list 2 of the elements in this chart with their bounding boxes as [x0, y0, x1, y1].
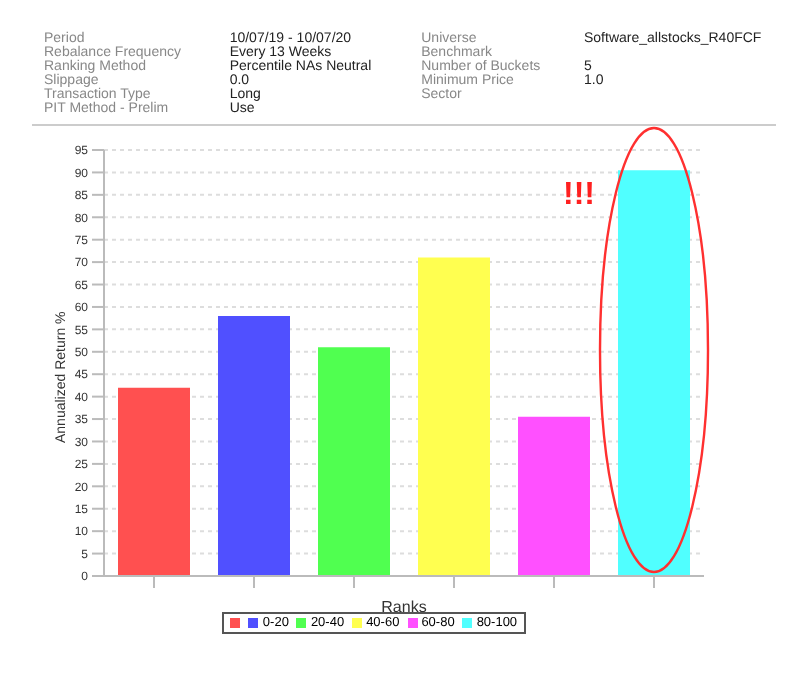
x-axis-title: Ranks: [381, 598, 427, 616]
annotation: !!!: [563, 178, 595, 214]
